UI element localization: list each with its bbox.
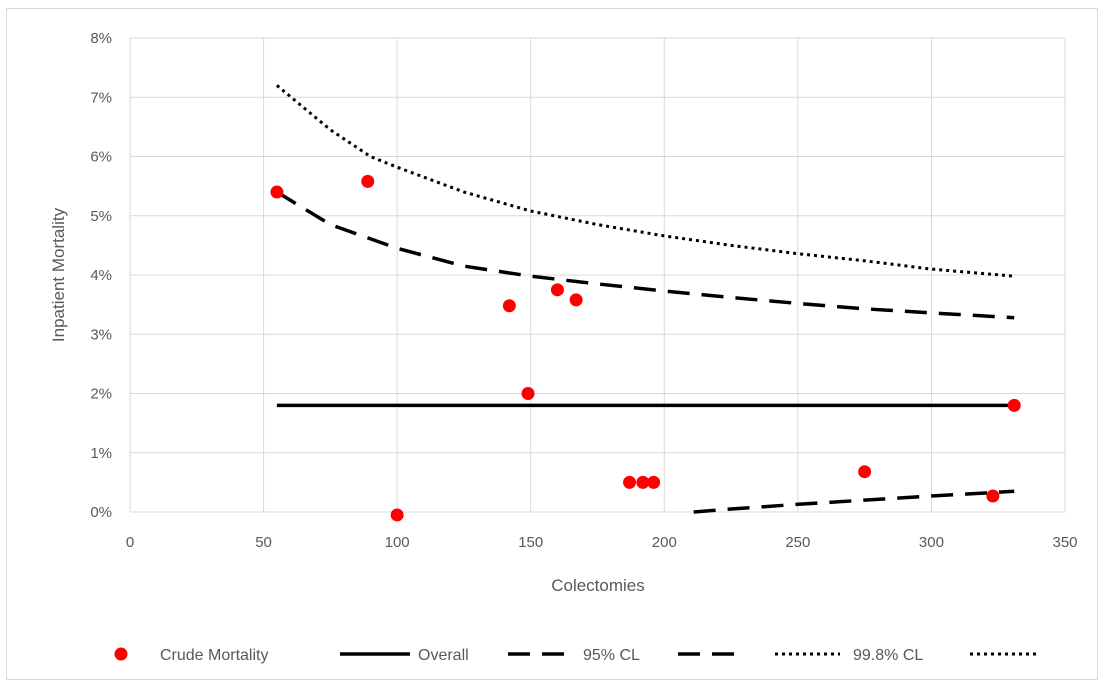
y-tick-label: 5%: [90, 208, 112, 225]
legend: Crude Mortality Overall 95% CL 99.8% CL: [114, 647, 1038, 664]
y-axis-title: Inpatient Mortality: [49, 207, 68, 342]
y-tick-label: 0%: [90, 504, 112, 521]
x-tick-label: 300: [919, 534, 944, 551]
y-tick-label: 2%: [90, 386, 112, 403]
x-tick-label: 50: [255, 534, 272, 551]
x-tick-labels: 0 50 100 150 200 250 300 350: [126, 534, 1078, 551]
y-tick-label: 1%: [90, 445, 112, 462]
x-tick-label: 150: [518, 534, 543, 551]
y-tick-label: 6%: [90, 149, 112, 166]
data-point: [986, 489, 1000, 503]
legend-label: Crude Mortality: [160, 647, 268, 664]
x-tick-label: 250: [785, 534, 810, 551]
y-tick-label: 8%: [90, 30, 112, 47]
data-point: [502, 299, 516, 313]
grid: [129, 37, 1066, 513]
chart-frame: [6, 8, 1098, 680]
series-line-dashed: [693, 489, 1015, 514]
x-tick-label: 0: [126, 534, 134, 551]
series-line-dotted: [275, 84, 1015, 278]
legend-label: 99.8% CL: [853, 647, 923, 664]
legend-marker-dot: [114, 647, 128, 661]
data-point: [521, 387, 535, 400]
data-point: [361, 174, 375, 188]
legend-label: 95% CL: [583, 647, 640, 664]
x-axis-title: Colectomies: [551, 576, 645, 595]
x-tick-label: 200: [652, 534, 677, 551]
legend-label: Overall: [418, 647, 469, 664]
x-tick-label: 350: [1052, 534, 1077, 551]
data-point: [647, 475, 661, 489]
series-lines: [275, 84, 1015, 514]
y-tick-labels: 0% 1% 2% 3% 4% 5% 6% 7% 8%: [90, 30, 112, 521]
data-point: [390, 508, 404, 522]
series-points: [270, 174, 1021, 522]
data-point: [623, 475, 637, 489]
y-tick-label: 7%: [90, 89, 112, 106]
y-tick-label: 3%: [90, 326, 112, 343]
x-tick-label: 100: [385, 534, 410, 551]
y-tick-label: 4%: [90, 267, 112, 284]
series-line-dashed: [275, 190, 1015, 320]
data-point: [270, 185, 284, 199]
data-point: [550, 283, 564, 297]
data-point: [636, 475, 650, 489]
data-point: [569, 293, 583, 307]
data-point: [1007, 398, 1021, 412]
data-point: [858, 465, 872, 479]
